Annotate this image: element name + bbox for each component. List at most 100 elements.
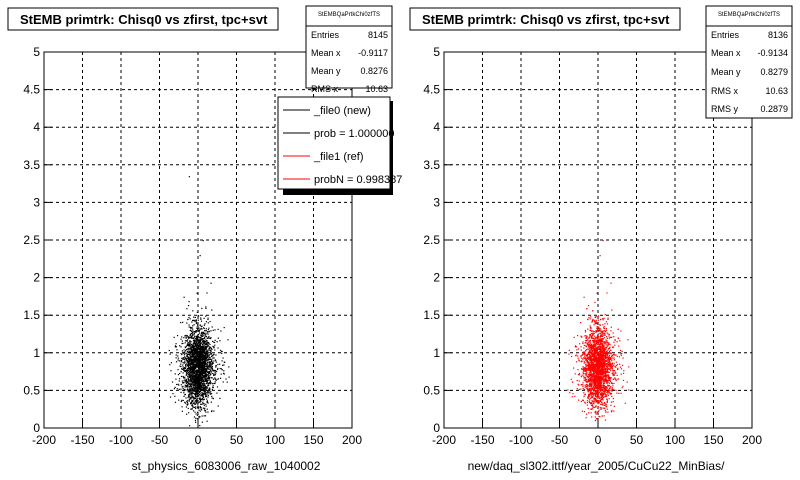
left-scatter-point — [190, 376, 192, 379]
left-scatter-point — [183, 395, 185, 398]
left-scatter-point — [195, 376, 197, 379]
right-scatter-point — [608, 357, 611, 359]
right-scatter-point — [610, 369, 612, 372]
left-scatter-point — [203, 357, 205, 359]
left-scatter-point — [190, 384, 192, 386]
right-scatter-point — [589, 356, 591, 358]
left-scatter-point — [186, 335, 189, 337]
left-scatter-point — [187, 389, 189, 392]
left-scatter-point — [207, 344, 209, 346]
right-scatter-point — [601, 388, 603, 391]
right-scatter-point — [585, 366, 587, 368]
left-scatter-point — [207, 367, 209, 369]
left-scatter-point — [198, 344, 200, 346]
right-scatter-point — [605, 371, 607, 373]
left-scatter-point — [194, 421, 197, 423]
left-scatter-point — [204, 380, 206, 382]
left-scatter-point — [190, 369, 192, 372]
left-scatter-point — [198, 348, 200, 350]
left-scatter-point — [205, 360, 207, 362]
right-scatter-point — [593, 398, 595, 400]
right-scatter-point — [603, 355, 605, 357]
left-x-tick-label: -150 — [70, 433, 94, 447]
left-scatter-point — [204, 337, 206, 339]
left-scatter-point — [195, 345, 197, 347]
right-scatter-point — [608, 362, 610, 364]
right-scatter-point — [606, 363, 608, 365]
right-scatter-point — [583, 360, 585, 362]
left-scatter-point — [203, 376, 205, 378]
left-scatter-point — [181, 342, 183, 345]
left-scatter-point — [203, 324, 205, 326]
left-scatter-point — [193, 386, 195, 388]
left-scatter-point — [197, 328, 199, 330]
right-scatter-point — [593, 339, 595, 341]
right-scatter-point — [589, 401, 591, 404]
right-scatter-point — [586, 364, 588, 367]
left-scatter-point — [197, 388, 199, 390]
right-scatter-point — [611, 362, 614, 364]
right-scatter-point — [599, 329, 601, 331]
right-scatter-point — [591, 349, 593, 351]
left-scatter-point — [200, 387, 203, 389]
left-scatter-point — [186, 335, 188, 337]
right-scatter-point — [607, 349, 609, 351]
left-scatter-point — [189, 387, 191, 389]
left-scatter-point — [208, 382, 211, 384]
left-scatter-point — [200, 357, 202, 359]
left-scatter-point — [197, 407, 200, 409]
right-scatter-point — [595, 389, 598, 391]
right-scatter-point — [597, 369, 599, 372]
right-scatter-point — [573, 336, 575, 338]
left-scatter-point — [213, 341, 216, 344]
left-scatter-point — [207, 328, 210, 331]
left-scatter-point — [181, 353, 183, 356]
right-scatter-point — [600, 380, 603, 382]
left-scatter-point — [222, 372, 225, 374]
left-scatter-point — [181, 406, 183, 408]
left-scatter-point — [206, 352, 208, 354]
left-scatter-point — [204, 409, 207, 412]
right-scatter-point — [621, 350, 623, 353]
left-scatter-point — [205, 330, 208, 332]
left-scatter-point — [202, 389, 204, 391]
right-scatter-point — [590, 356, 592, 358]
right-scatter-point — [593, 401, 595, 403]
left-scatter-point — [187, 407, 189, 410]
right-scatter-point — [612, 397, 614, 400]
right-scatter-point — [594, 345, 596, 348]
left-scatter-point — [206, 355, 208, 357]
left-scatter-point — [201, 377, 203, 379]
left-scatter-point — [192, 393, 194, 395]
left-scatter-point — [210, 336, 212, 339]
right-scatter-point — [591, 387, 594, 389]
right-scatter-point — [591, 360, 593, 362]
right-scatter-point — [591, 353, 593, 356]
right-scatter-point — [584, 373, 586, 375]
right-scatter-point — [569, 392, 571, 394]
right-scatter-point — [608, 392, 610, 394]
left-scatter-point — [188, 400, 190, 402]
right-scatter-point — [589, 329, 591, 332]
right-scatter-point — [589, 403, 592, 405]
left-scatter-point — [204, 332, 206, 335]
left-scatter-point — [210, 350, 212, 352]
right-scatter-point — [594, 338, 596, 340]
left-scatter-point — [187, 348, 189, 350]
right-scatter-point — [605, 351, 608, 354]
right-scatter-point — [599, 382, 601, 384]
left-scatter-point — [192, 384, 194, 386]
right-scatter-point — [594, 377, 597, 379]
right-scatter-point — [589, 333, 592, 336]
right-scatter-point — [577, 348, 580, 350]
right-scatter-point — [591, 320, 594, 322]
left-scatter-point — [208, 337, 210, 339]
left-scatter-point — [199, 401, 201, 404]
left-scatter-point — [192, 389, 195, 391]
right-scatter-point — [600, 338, 602, 340]
left-scatter-point — [180, 352, 182, 355]
right-scatter-point — [582, 382, 584, 384]
left-scatter-point — [207, 393, 209, 395]
left-scatter-point — [196, 395, 198, 398]
left-scatter-point — [202, 343, 204, 345]
